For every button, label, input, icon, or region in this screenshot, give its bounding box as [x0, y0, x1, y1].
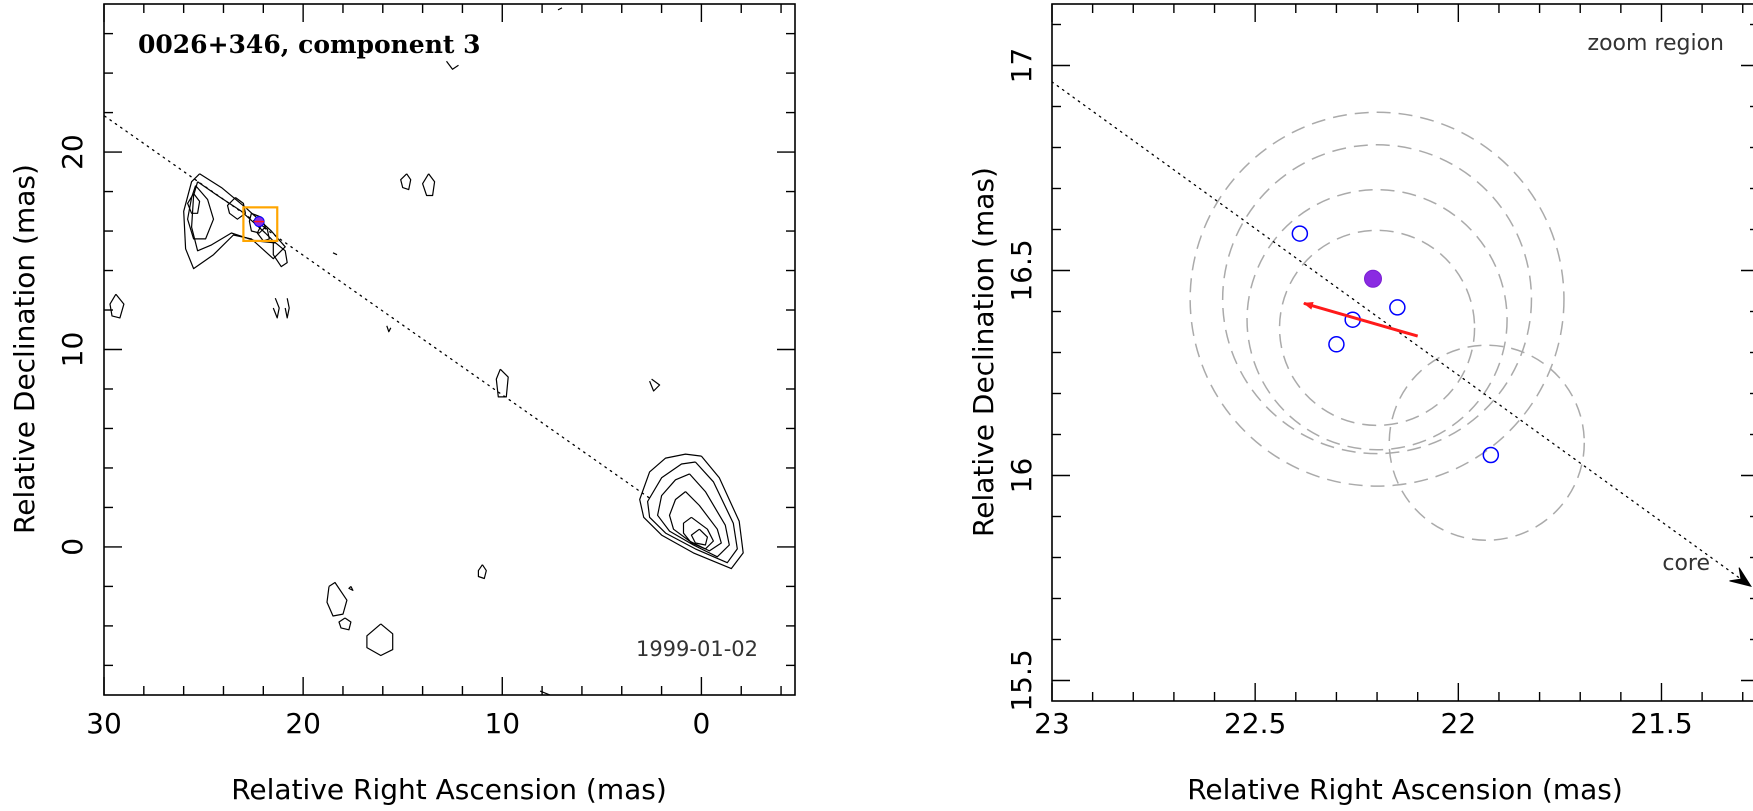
contour-20 [649, 378, 661, 392]
motion-arrow [1302, 301, 1419, 338]
right-jet-line [1052, 81, 1752, 587]
jet-direction-line [104, 114, 653, 501]
error-circle-2 [1246, 188, 1508, 451]
left-zoom-box [242, 206, 279, 243]
component-marker [1363, 269, 1382, 288]
left-y-axis-label: Relative Declination (mas) [8, 164, 41, 534]
open-point-0 [1291, 225, 1309, 242]
y-tick-label: 0 [56, 538, 89, 556]
left-contours [109, 7, 744, 695]
x-tick-label: 10 [484, 707, 520, 740]
contour-16 [284, 298, 290, 319]
right-y-tick-labels: 15.5 16 16.5 17 [1005, 48, 1038, 712]
contour-25 [446, 60, 459, 70]
y-tick-label: 16.5 [1005, 239, 1038, 301]
right-open-points [1291, 225, 1500, 464]
left-plot-frame [103, 3, 796, 696]
contour-30 [557, 7, 563, 11]
right-ticks [1051, 4, 1753, 701]
x-tick-label: 22 [1441, 707, 1477, 740]
y-tick-label: 16 [1005, 458, 1038, 494]
right-plot-frame [1051, 3, 1753, 702]
right-x-tick-labels: 23 22.5 22 21.5 [1034, 707, 1692, 740]
left-y-tick-labels: 0 10 20 [56, 134, 89, 556]
contour-26 [386, 325, 392, 333]
right-plot-area [1052, 81, 1752, 587]
y-tick-label: 15.5 [1005, 649, 1038, 711]
contour-22 [338, 617, 352, 631]
right-core-label: core [1662, 551, 1710, 576]
open-point-3 [1328, 336, 1345, 353]
left-component [253, 216, 265, 228]
right-error-circles [1189, 111, 1586, 541]
contour-4 [682, 516, 714, 550]
right-corner-label: zoom region [1588, 31, 1724, 56]
contour-17 [400, 173, 412, 191]
right-motion-arrow [1302, 301, 1419, 338]
contour-5 [690, 528, 708, 546]
left-jet-line [104, 114, 653, 501]
contour-15 [272, 297, 280, 319]
contour-23 [366, 623, 394, 657]
open-point-4 [1482, 446, 1500, 464]
open-point-1 [1389, 299, 1406, 316]
left-plot-area [104, 7, 744, 695]
x-tick-label: 21.5 [1630, 707, 1692, 740]
zoom-region-box [242, 206, 279, 243]
y-tick-label: 20 [56, 134, 89, 170]
core-arrowhead [1729, 567, 1752, 587]
contour-6 [183, 173, 286, 270]
contour-18 [422, 173, 436, 197]
x-tick-label: 22.5 [1224, 707, 1286, 740]
contour-21 [326, 581, 348, 617]
left-title: 0026+346, component 3 [138, 30, 481, 59]
contour-2 [657, 473, 730, 558]
x-tick-label: 20 [285, 707, 321, 740]
error-circle-0 [1189, 111, 1565, 487]
right-component [1363, 269, 1382, 288]
right-y-axis-label: Relative Declination (mas) [967, 167, 1000, 537]
jet-direction-line [1052, 81, 1752, 587]
x-tick-label: 30 [86, 707, 122, 740]
contour-14 [109, 293, 125, 319]
contour-9 [187, 193, 201, 214]
contour-27 [332, 252, 338, 256]
y-tick-label: 17 [1005, 48, 1038, 84]
contour-0 [639, 453, 744, 570]
contour-19 [495, 368, 509, 398]
contour-10 [226, 197, 246, 220]
y-tick-label: 10 [56, 332, 89, 368]
contour-13 [272, 240, 288, 268]
left-epoch-label: 1999-01-02 [636, 637, 758, 661]
x-tick-label: 0 [692, 707, 710, 740]
error-circle-4 [1388, 344, 1586, 541]
x-tick-label: 23 [1034, 707, 1070, 740]
left-ticks [103, 4, 795, 695]
right-x-axis-label: Relative Right Ascension (mas) [1187, 773, 1623, 806]
contour-1 [647, 461, 738, 564]
left-x-axis-label: Relative Right Ascension (mas) [231, 773, 667, 806]
error-circle-3 [1278, 229, 1476, 427]
contour-8 [187, 185, 215, 240]
left-panel: 30 20 10 0 0 10 20 0026+346, component 3 1999… [8, 3, 796, 806]
contour-29 [348, 585, 354, 591]
contour-24 [477, 564, 487, 580]
right-panel: 23 22.5 22 21.5 15.5 16 16.5 17 zoom region co… [967, 3, 1753, 806]
left-x-tick-labels: 30 20 10 0 [86, 707, 710, 740]
error-circle-1 [1221, 144, 1533, 455]
